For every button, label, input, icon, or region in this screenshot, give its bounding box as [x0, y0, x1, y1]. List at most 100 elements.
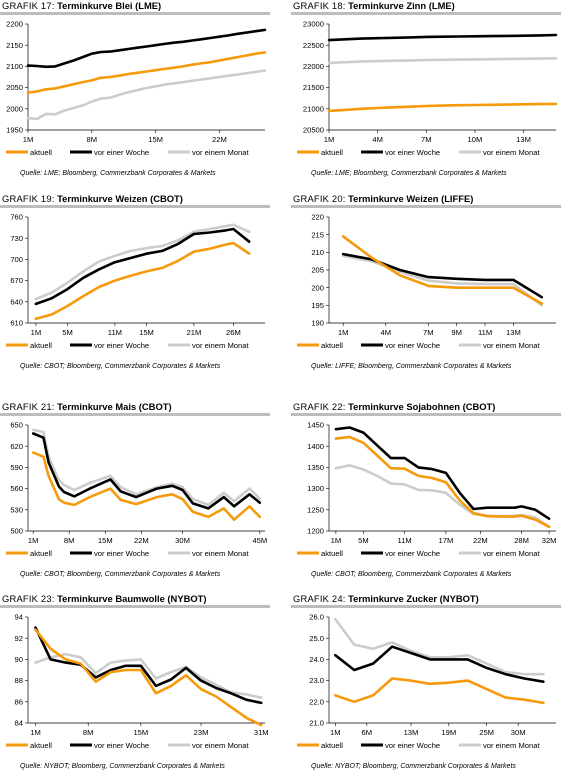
y-tick-label: 2000: [6, 104, 23, 113]
grafik-label: GRAFIK 21:: [2, 401, 55, 412]
series-line-aktuell: [327, 102, 558, 113]
y-tick-label: 500: [10, 527, 23, 536]
x-tick-label: 9M: [451, 328, 462, 337]
series-line-aktuell: [34, 241, 251, 321]
y-tick-label: 22000: [303, 62, 324, 71]
x-tick-label: 15M: [139, 328, 154, 337]
chart-title: GRAFIK 24: Terminkurve Zucker (NYBOT): [293, 593, 479, 604]
series-line-vor-einer-woche: [34, 626, 263, 705]
legend-label: vor einer Woche: [385, 341, 440, 350]
legend-label: vor einem Monat: [483, 148, 540, 157]
x-tick-label: 1M: [330, 728, 341, 737]
series-line-vor-einem-monat: [26, 69, 267, 121]
title-rule: [0, 413, 270, 416]
x-tick-label: 4M: [372, 135, 383, 144]
y-tick-label: 2100: [6, 62, 23, 71]
legend-label: aktuell: [30, 148, 52, 157]
legend-label: vor einer Woche: [385, 549, 440, 558]
y-tick-label: 1950: [6, 126, 23, 135]
title-rule: [291, 605, 561, 608]
series-line-vor-einer-woche: [26, 28, 267, 69]
y-tick-label: 94: [15, 613, 23, 622]
title-rule: [291, 205, 561, 208]
y-tick-label: 210: [311, 248, 324, 257]
series-line-aktuell: [31, 451, 262, 521]
legend-label: aktuell: [30, 549, 52, 558]
legend-label: vor einem Monat: [483, 549, 540, 558]
chart-title-text: Terminkurve Sojabohnen (CBOT): [348, 401, 496, 412]
chart-title: GRAFIK 21: Terminkurve Mais (CBOT): [2, 401, 172, 412]
x-tick-label: 4M: [380, 328, 391, 337]
chart-panel-21: GRAFIK 21: Terminkurve Mais (CBOT) 500 530…: [0, 401, 270, 586]
x-tick-label: 11M: [398, 536, 412, 545]
line-chart-19: 610 640 670 700 730 760 1M 5M 11M 15M 21M 26M aktuel…: [6, 213, 265, 350]
x-tick-label: 32M: [542, 536, 557, 545]
x-tick-label: 15M: [133, 728, 148, 737]
x-tick-label: 22M: [473, 536, 488, 545]
grafik-label: GRAFIK 19:: [2, 193, 55, 204]
line-chart-18: 20500 21000 21500 22000 22500 23000 1M 4M 7M 10M 1…: [297, 20, 558, 157]
y-tick-label: 670: [10, 276, 23, 285]
y-tick-label: 21000: [303, 104, 324, 113]
source-note: Quelle: LME; Bloomberg, Commerzbank Corp…: [311, 170, 507, 177]
x-tick-label: 21M: [187, 328, 202, 337]
x-tick-label: 13M: [404, 728, 419, 737]
legend-label: vor einem Monat: [192, 341, 249, 350]
y-tick-label: 190: [311, 319, 324, 328]
series-line-aktuell: [26, 51, 267, 94]
chart-title: GRAFIK 22: Terminkurve Sojabohnen (CBOT): [293, 401, 495, 412]
x-tick-label: 1M: [30, 728, 41, 737]
title-rule: [291, 12, 561, 15]
x-tick-label: 26M: [226, 328, 241, 337]
chart-panel-24: GRAFIK 24: Terminkurve Zucker (NYBOT) 21.…: [291, 593, 561, 778]
legend-label: vor einem Monat: [192, 741, 249, 750]
y-tick-label: 21500: [303, 83, 324, 92]
source-note: Quelle: CBOT; Bloomberg, Commerzbank Cor…: [20, 571, 221, 578]
y-tick-label: 215: [311, 230, 324, 239]
series-line-vor-einer-woche: [31, 432, 262, 510]
chart-panel-23: GRAFIK 23: Terminkurve Baumwolle (NYBOT)…: [0, 593, 270, 778]
y-tick-label: 22.0: [309, 697, 324, 706]
y-tick-label: 90: [15, 655, 23, 664]
y-tick-label: 200: [311, 283, 324, 292]
x-tick-label: 6M: [362, 728, 373, 737]
chart-title-text: Terminkurve Weizen (LIFFE): [348, 193, 474, 204]
y-tick-label: 2150: [6, 41, 23, 50]
chart-title: GRAFIK 18: Terminkurve Zinn (LME): [293, 0, 455, 11]
y-tick-label: 610: [10, 319, 23, 328]
legend-label: vor einer Woche: [94, 549, 149, 558]
y-tick-label: 590: [10, 463, 23, 472]
legend-label: vor einer Woche: [94, 341, 149, 350]
y-tick-label: 700: [10, 255, 23, 264]
x-tick-label: 15M: [98, 536, 113, 545]
chart-title-text: Terminkurve Zinn (LME): [348, 0, 455, 11]
legend-label: vor einem Monat: [192, 148, 249, 157]
x-tick-label: 7M: [421, 135, 432, 144]
x-tick-label: 23M: [194, 728, 209, 737]
series-line-vor-einer-woche: [334, 426, 551, 520]
grafik-label: GRAFIK 20:: [293, 193, 346, 204]
y-tick-label: 195: [311, 301, 324, 310]
y-tick-label: 560: [10, 484, 23, 493]
x-tick-label: 11M: [478, 328, 492, 337]
y-tick-label: 620: [10, 442, 23, 451]
chart-title-text: Terminkurve Weizen (CBOT): [57, 193, 183, 204]
y-tick-label: 1200: [307, 527, 324, 536]
legend-label: vor einer Woche: [385, 741, 440, 750]
source-note: Quelle: NYBOT; Bloomberg, Commerzbank Co…: [311, 763, 516, 770]
source-note: Quelle: NYBOT; Bloomberg, Commerzbank Co…: [20, 763, 225, 770]
legend-label: vor einer Woche: [385, 148, 440, 157]
y-tick-label: 530: [10, 505, 23, 514]
series-line-vor-einer-woche: [327, 33, 558, 42]
chart-title: GRAFIK 19: Terminkurve Weizen (CBOT): [2, 193, 183, 204]
x-tick-label: 1M: [331, 536, 342, 545]
x-tick-label: 25M: [479, 728, 494, 737]
series-line-aktuell: [341, 235, 544, 305]
x-tick-label: 1M: [324, 135, 335, 144]
legend-label: vor einem Monat: [483, 741, 540, 750]
series-line-aktuell: [334, 435, 551, 529]
legend-label: vor einem Monat: [483, 341, 540, 350]
x-tick-label: 8M: [87, 135, 98, 144]
x-tick-label: 13M: [516, 135, 531, 144]
series-line-vor-einem-monat: [341, 254, 544, 307]
